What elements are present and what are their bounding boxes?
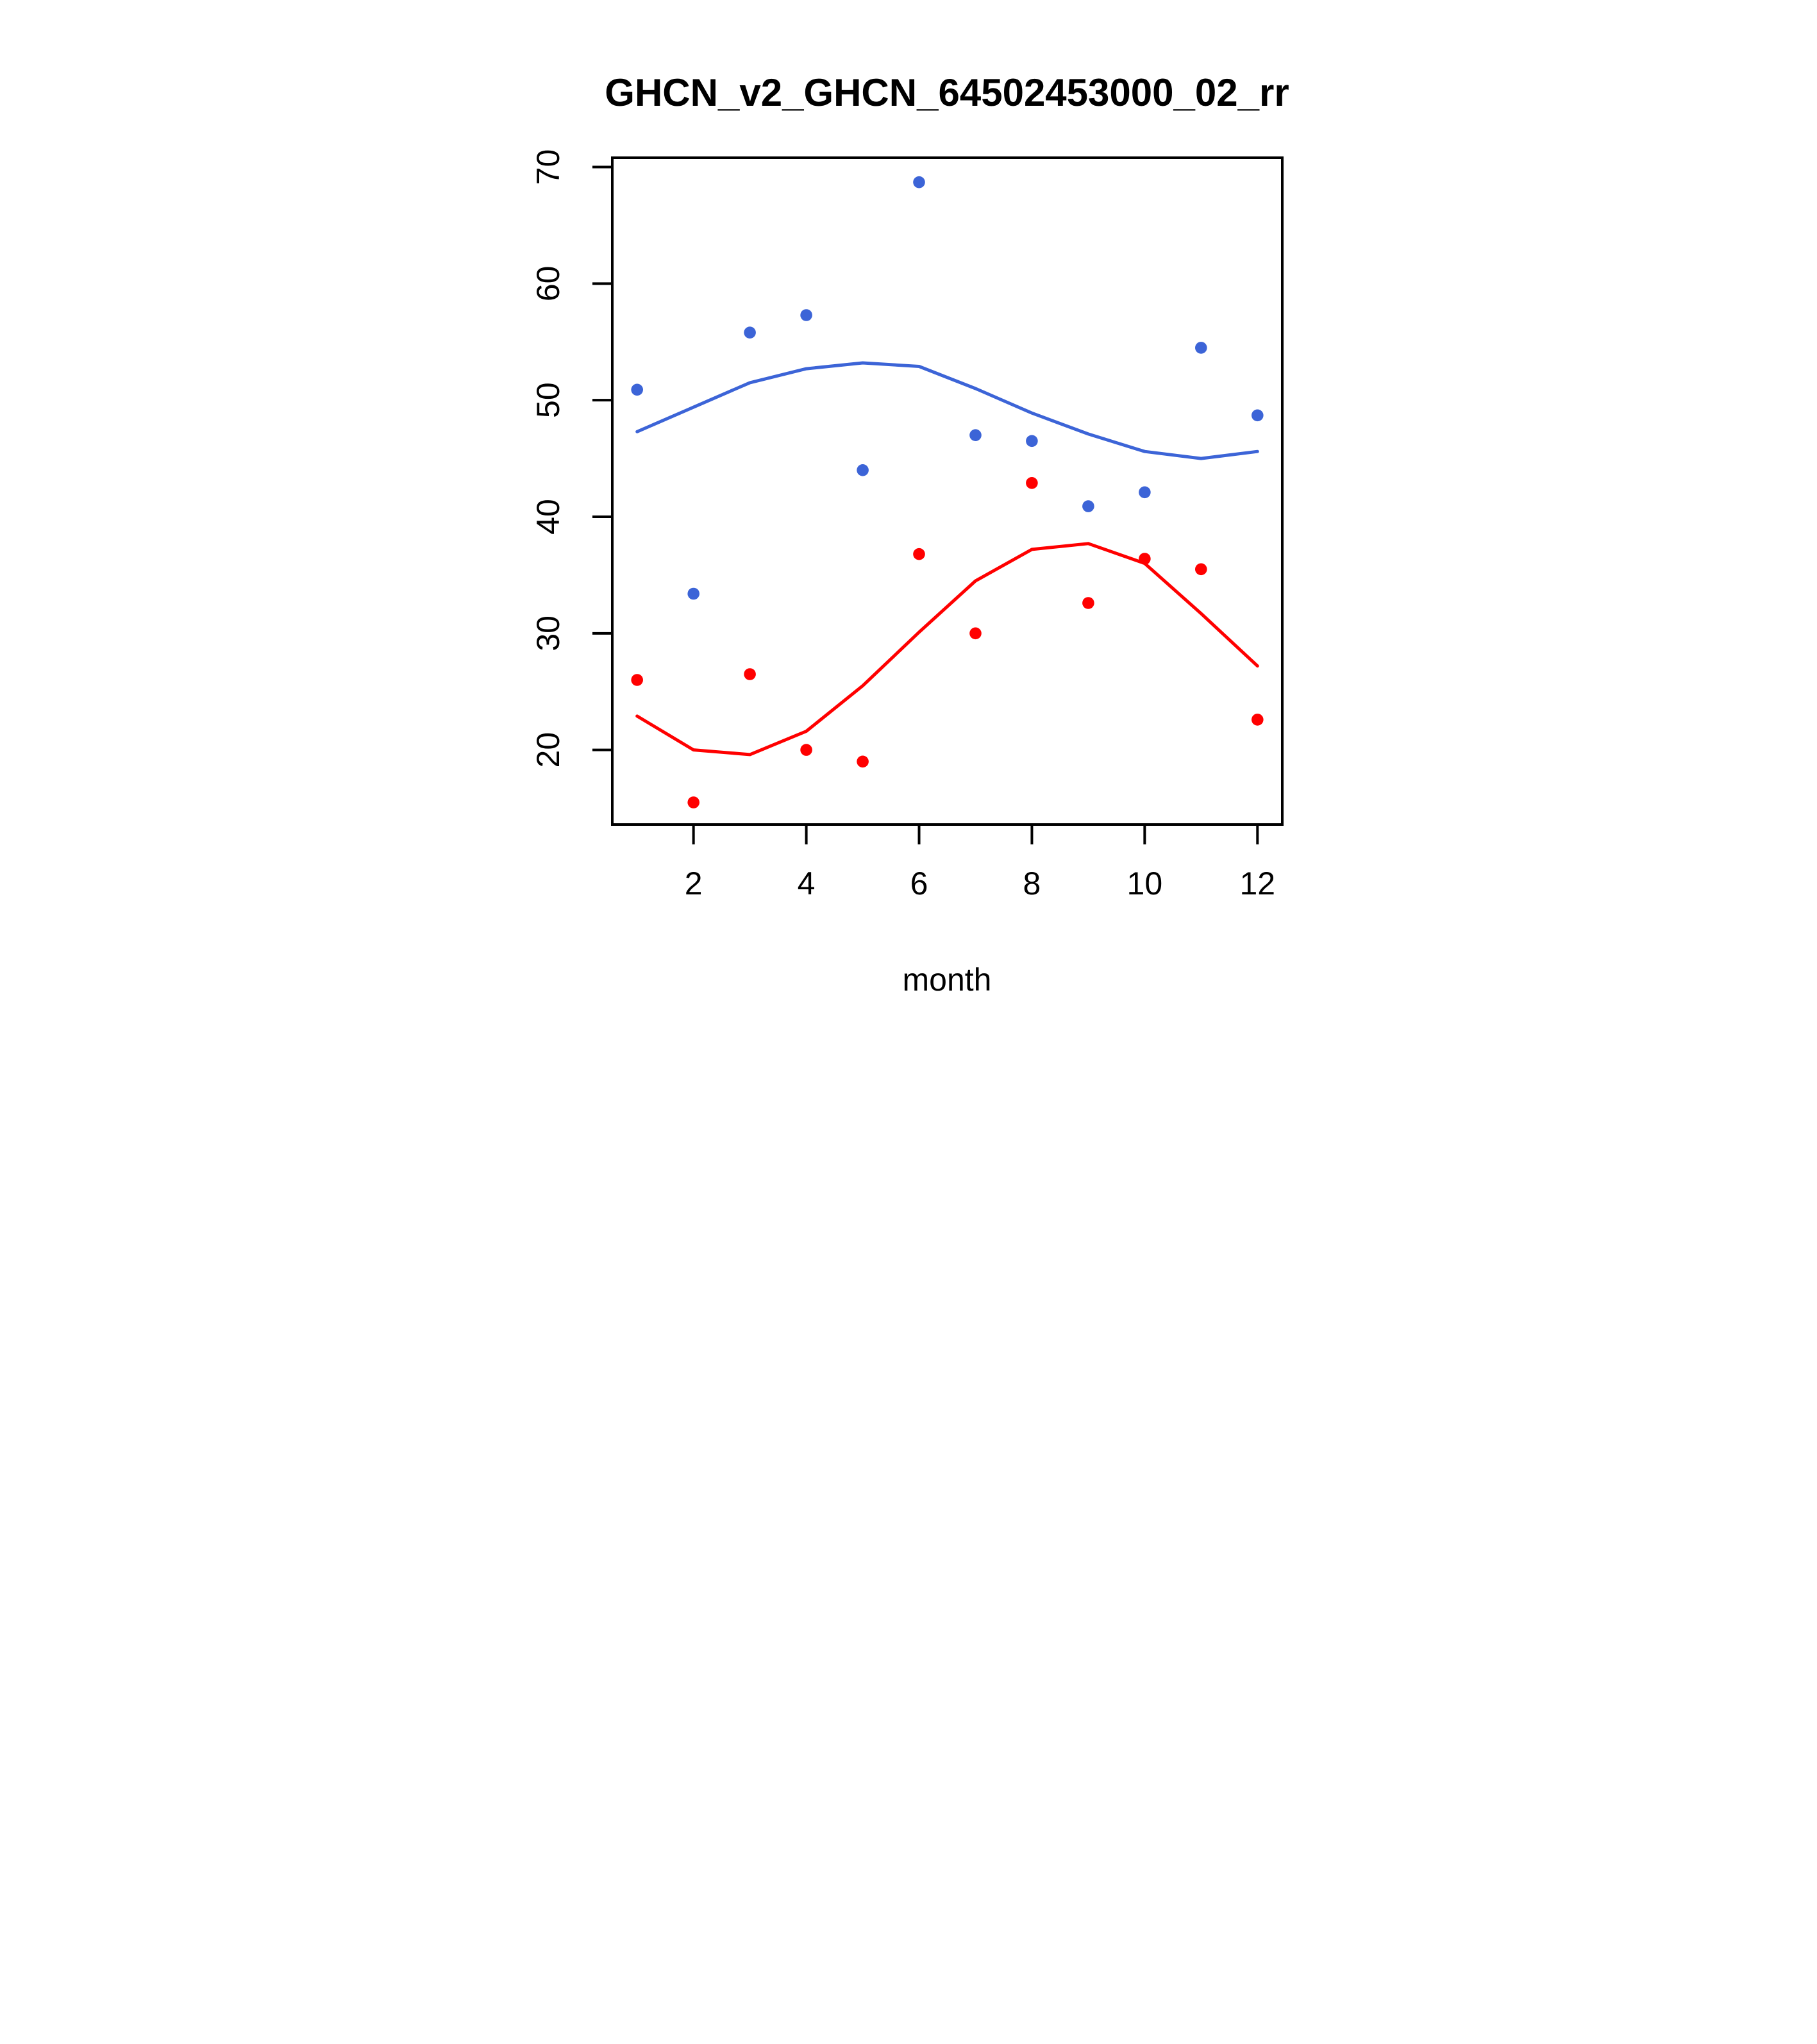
x-tick-label: 4 xyxy=(797,866,815,901)
x-tick-label: 10 xyxy=(1126,866,1162,901)
x-axis-label: month xyxy=(902,962,991,998)
red-points-point xyxy=(912,548,925,560)
x-tick-label: 12 xyxy=(1239,866,1275,901)
blue-points-point xyxy=(800,309,812,321)
red-points-point xyxy=(687,796,699,808)
y-tick-label: 50 xyxy=(530,382,566,418)
chart-title: GHCN_v2_GHCN_64502453000_02_rr xyxy=(605,71,1289,114)
y-tick-label: 70 xyxy=(530,149,566,185)
plot-box xyxy=(610,156,1284,826)
plot-figure: GHCN_v2_GHCN_64502453000_02_rr 2 4 6 8 10 122… xyxy=(454,0,1363,1022)
y-tick-label: 30 xyxy=(530,616,566,651)
blue-points-point xyxy=(1082,500,1094,512)
blue-points-point xyxy=(856,464,869,476)
red-points-point xyxy=(1194,563,1207,576)
x-tick-label: 2 xyxy=(684,866,702,901)
red-points-point xyxy=(969,627,982,640)
red-points-point xyxy=(1025,477,1038,489)
blue-points-point xyxy=(1194,342,1207,354)
blue-points-point xyxy=(630,383,643,396)
plot-area: 2 4 6 8 10 12 20 30 40 50 60 70 xyxy=(530,149,1275,901)
blue-points-point xyxy=(687,587,699,600)
x-tick-label: 8 xyxy=(1023,866,1041,901)
red-points-point xyxy=(630,674,643,686)
y-tick-label: 60 xyxy=(530,266,566,302)
blue-points-point xyxy=(969,429,982,441)
blue-trend-line xyxy=(635,361,1259,460)
blue-points-point xyxy=(743,326,756,339)
blue-points-point xyxy=(912,176,925,188)
blue-points-point xyxy=(1138,486,1151,499)
y-tick-label: 40 xyxy=(530,499,566,535)
red-points-point xyxy=(743,668,756,680)
x-tick-label: 6 xyxy=(910,866,928,901)
red-trend-line xyxy=(635,542,1259,757)
y-tick-label: 20 xyxy=(530,732,566,768)
blue-points-point xyxy=(1251,409,1264,422)
red-points-point xyxy=(856,755,869,768)
red-points-point xyxy=(800,744,812,756)
red-points-point xyxy=(1251,714,1264,726)
blue-points-point xyxy=(1025,435,1038,448)
red-points-point xyxy=(1082,597,1094,609)
